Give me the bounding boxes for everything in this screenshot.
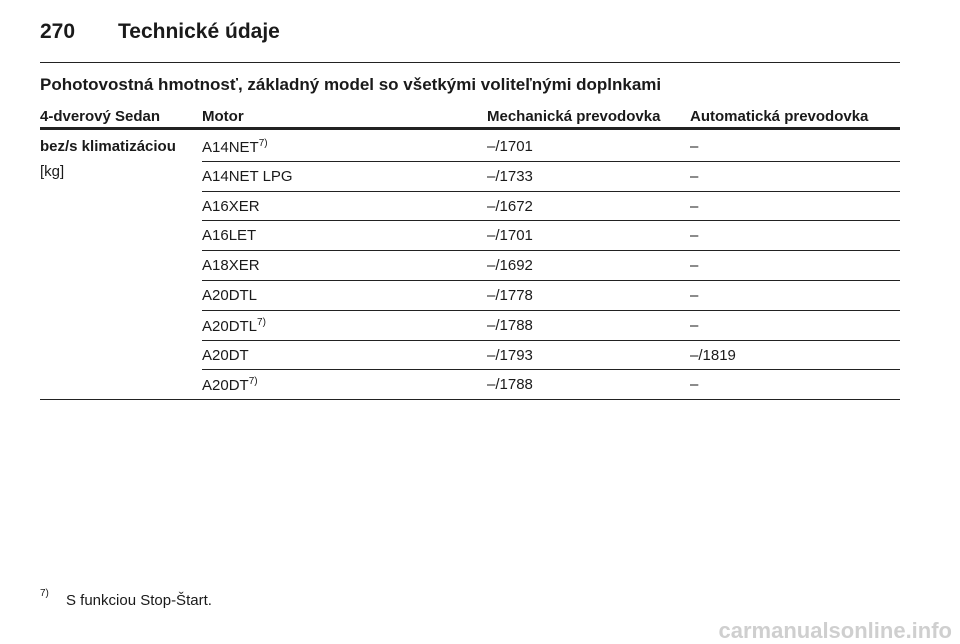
motor-name: A20DTL — [202, 287, 258, 304]
section-title: Pohotovostná hmotnosť, základný model so… — [40, 75, 662, 94]
column-header: Motor — [202, 108, 244, 125]
manual-weight: –/1733 — [487, 167, 533, 185]
manual-weight: –/1788 — [487, 316, 533, 334]
column-header: 4-dverový Sedan — [40, 108, 161, 125]
column-header: Automatická prevodovka — [690, 108, 869, 125]
group-unit: [kg] — [40, 163, 65, 180]
row-rule — [202, 250, 900, 251]
row-rule — [202, 369, 900, 370]
row-rule — [202, 191, 900, 192]
motor: A14NET LPG — [202, 168, 293, 185]
motor-name: A20DTL — [202, 317, 258, 335]
column-header: Mechanická prevodovka — [487, 108, 661, 125]
watermark: carmanualsonline.info — [718, 618, 953, 643]
row-rule — [202, 161, 900, 162]
header-rule — [40, 127, 900, 130]
manual-weight: –/1793 — [487, 346, 533, 364]
motor: A16XER — [202, 198, 260, 215]
motor-name: A16LET — [202, 227, 257, 245]
motor-name: A16XER — [202, 197, 260, 215]
note-ref: 7) — [257, 316, 266, 328]
rule — [40, 62, 900, 63]
group-label: bez/s klimatizáciou — [40, 138, 176, 155]
manual-weight: –/1788 — [487, 376, 533, 394]
manual-weight: –/1692 — [487, 257, 533, 275]
note-ref: 7) — [258, 138, 268, 149]
row-rule — [40, 399, 900, 400]
automatic-weight: –/1819 — [690, 346, 736, 364]
motor-name: A20DT — [202, 346, 249, 364]
motor: A20DT7) — [202, 376, 258, 394]
footnote-mark: 7) — [40, 588, 49, 599]
automatic-weight: – — [690, 257, 699, 275]
row-rule — [202, 280, 900, 281]
motor: A20DTL — [202, 287, 257, 304]
manual-weight: –/1672 — [487, 197, 533, 215]
motor: A18XER — [202, 257, 260, 274]
motor: A20DT — [202, 347, 249, 364]
row-rule — [202, 310, 900, 311]
manual-weight: –/1701 — [487, 138, 533, 155]
manual-weight: –/1778 — [487, 287, 533, 304]
automatic-weight: – — [690, 197, 699, 215]
motor: A20DTL7) — [202, 317, 266, 335]
motor: A16LET — [202, 227, 256, 244]
footnote-text: S funkciou Stop-Štart. — [66, 592, 212, 609]
page-number: 270 — [40, 20, 76, 43]
page-title: Technické údaje — [118, 20, 280, 43]
automatic-weight: – — [690, 287, 699, 304]
automatic-weight: – — [690, 167, 699, 185]
automatic-weight: – — [690, 138, 699, 155]
motor: A14NET7) — [202, 138, 268, 156]
row-rule — [202, 340, 900, 341]
motor-name: A20DT — [202, 377, 249, 395]
automatic-weight: – — [690, 227, 699, 245]
motor-name: A18XER — [202, 257, 260, 275]
manual-weight: –/1701 — [487, 227, 533, 245]
automatic-weight: – — [690, 376, 699, 394]
row-rule — [202, 220, 900, 221]
motor-name: A14NET LPG — [202, 167, 293, 185]
motor-name: A14NET — [202, 139, 259, 156]
note-ref: 7) — [248, 376, 258, 388]
automatic-weight: – — [690, 316, 699, 334]
